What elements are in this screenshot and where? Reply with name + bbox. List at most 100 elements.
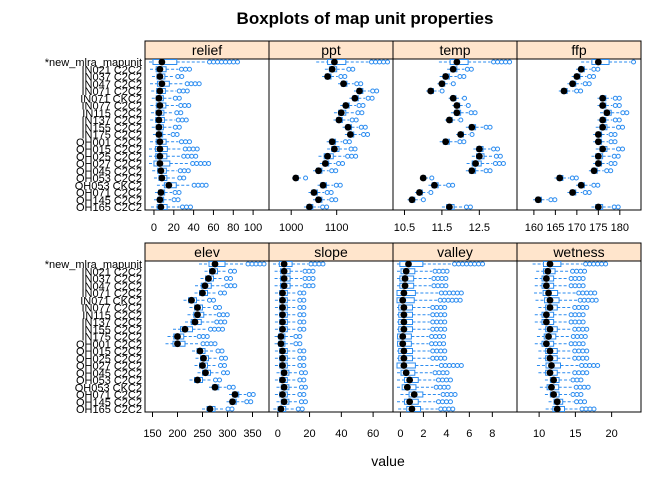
outlier-point <box>608 132 614 137</box>
outlier-point <box>297 355 303 361</box>
outlier-point <box>208 326 213 332</box>
median-dot <box>401 275 409 282</box>
outlier-point <box>178 110 184 116</box>
median-dot <box>156 145 164 153</box>
median-dot <box>399 340 407 348</box>
outlier-point <box>302 283 308 289</box>
outlier-point <box>190 161 196 166</box>
outlier-point <box>611 204 617 210</box>
median-dot <box>344 123 352 131</box>
outlier-point <box>350 66 356 72</box>
median-dot <box>550 391 558 398</box>
median-dot <box>194 311 201 319</box>
outlier-point <box>179 117 185 123</box>
outlier-point <box>248 399 254 405</box>
outlier-point <box>377 59 383 65</box>
median-dot <box>331 145 338 153</box>
outlier-point <box>434 305 440 310</box>
median-dot <box>399 333 407 340</box>
outlier-point <box>438 312 444 318</box>
median-dot <box>279 354 286 362</box>
median-dot <box>468 167 476 175</box>
category-label: OH015 C2C2 <box>76 144 142 156</box>
outlier-point <box>576 370 582 376</box>
outlier-point <box>177 168 183 174</box>
category-label: OH145 C2C2 <box>76 195 142 207</box>
outlier-point <box>430 319 436 325</box>
outlier-point <box>580 319 586 325</box>
outlier-point <box>434 319 440 325</box>
outlier-point <box>616 117 622 123</box>
outlier-point <box>182 66 188 72</box>
outlier-point <box>373 59 379 65</box>
outlier-point <box>320 261 326 267</box>
outlier-point <box>584 348 590 354</box>
outlier-point <box>584 355 590 361</box>
outlier-point <box>297 312 303 318</box>
outlier-point <box>574 377 580 383</box>
outlier-point <box>580 355 586 361</box>
outlier-point <box>432 268 438 274</box>
outlier-point <box>183 117 189 123</box>
outlier-point <box>584 305 590 310</box>
outlier-point <box>480 261 486 267</box>
outlier-point <box>346 66 352 72</box>
category-label: OH025 C2C2 <box>76 353 142 365</box>
outlier-point <box>374 88 380 94</box>
outlier-point <box>297 297 303 303</box>
outlier-point <box>225 370 230 376</box>
outlier-point <box>434 312 440 318</box>
outlier-point <box>308 261 314 267</box>
outlier-point <box>342 139 348 145</box>
outlier-point <box>497 153 503 159</box>
outlier-point <box>301 377 307 383</box>
outlier-point <box>579 406 585 412</box>
median-dot <box>158 58 166 66</box>
median-dot <box>550 376 558 384</box>
outlier-point <box>587 261 593 267</box>
outlier-point <box>468 261 474 267</box>
outlier-point <box>302 276 308 281</box>
outlier-point <box>458 363 464 368</box>
outlier-point <box>572 341 578 347</box>
outlier-point <box>580 312 586 318</box>
tick-label: 10.5 <box>394 222 415 234</box>
outlier-point <box>572 326 578 332</box>
outlier-point <box>297 363 303 368</box>
median-dot <box>594 131 602 138</box>
outlier-point <box>230 384 236 390</box>
median-dot <box>438 80 446 88</box>
outlier-point <box>576 326 582 332</box>
outlier-point <box>301 355 307 361</box>
median-dot <box>280 275 288 282</box>
outlier-point <box>190 146 196 152</box>
outlier-point <box>216 312 222 318</box>
outlier-point <box>450 363 456 368</box>
outlier-point <box>576 283 582 289</box>
median-dot <box>594 152 602 160</box>
outlier-point <box>184 81 190 87</box>
outlier-point <box>226 384 232 390</box>
outlier-point <box>612 132 618 137</box>
outlier-point <box>576 290 582 296</box>
outlier-point <box>576 348 582 354</box>
outlier-point <box>574 334 580 339</box>
outlier-point <box>179 204 185 210</box>
outlier-point <box>356 103 362 108</box>
outlier-point <box>624 110 630 116</box>
outlier-point <box>433 384 439 390</box>
category-label: OH045 C2C2 <box>76 166 142 178</box>
median-dot <box>457 131 465 138</box>
tick-label: 0 <box>397 428 403 440</box>
outlier-point <box>446 290 452 296</box>
outlier-point <box>302 384 308 390</box>
outlier-point <box>301 348 307 354</box>
median-dot <box>165 181 173 189</box>
panel-title: temp <box>439 42 470 58</box>
outlier-point <box>568 341 574 347</box>
outlier-point <box>500 161 506 166</box>
tick-label: 10 <box>533 428 545 440</box>
outlier-point <box>225 406 231 412</box>
panel-title: ppt <box>321 42 341 58</box>
outlier-point <box>583 261 589 267</box>
